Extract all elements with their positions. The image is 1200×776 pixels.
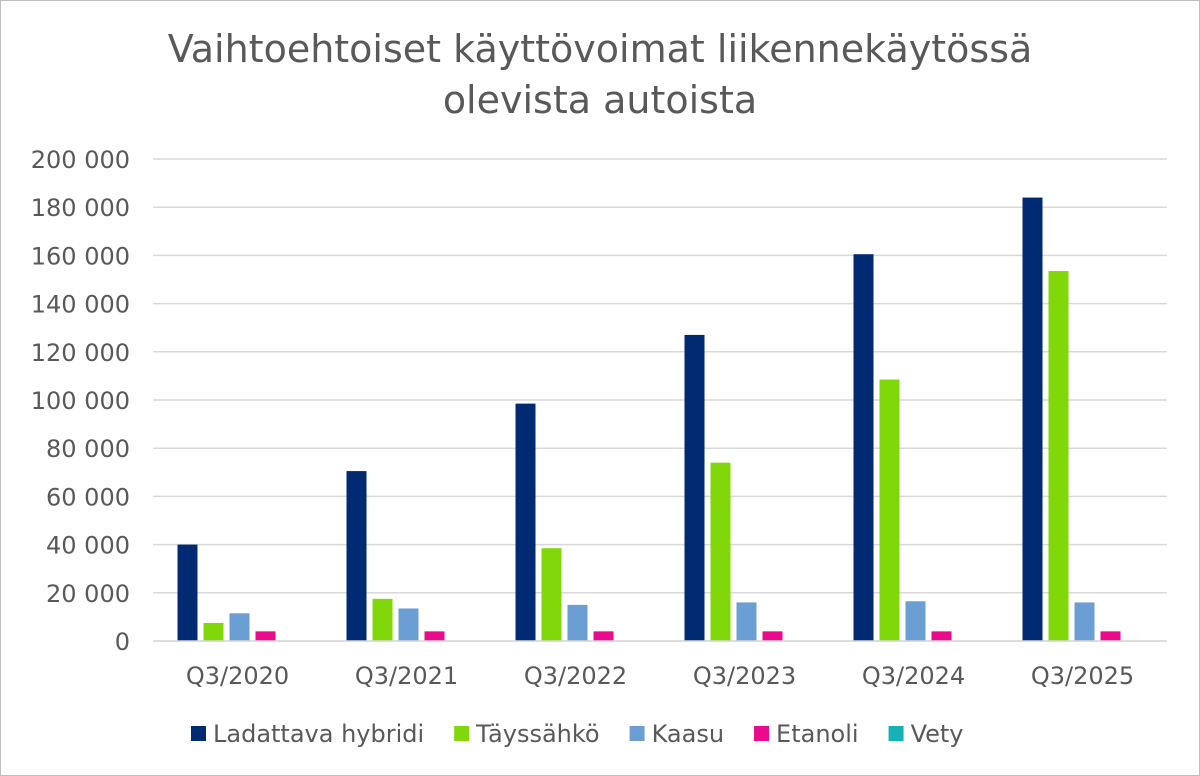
- x-tick-label: Q3/2020: [186, 662, 289, 690]
- x-tick-label: Q3/2021: [355, 662, 458, 690]
- y-tick-label: 100 000: [31, 387, 130, 415]
- y-axis: 0 20 000 40 000 60 000 80 000 100 000 120 000 1…: [31, 146, 130, 656]
- chart-title-line-2: olevista autoista: [443, 78, 757, 122]
- bar: [177, 544, 198, 641]
- bar: [736, 602, 757, 641]
- legend-label: Ladattava hybridi: [213, 720, 424, 748]
- legend-label: Täyssähkö: [475, 720, 599, 748]
- y-tick-label: 160 000: [31, 242, 130, 270]
- bar: [762, 631, 783, 641]
- bar: [567, 604, 588, 641]
- chart-title: Vaihtoehtoiset käyttövoimat liikennekäyt…: [168, 27, 1033, 122]
- legend-swatch: [191, 726, 206, 741]
- legend-swatch: [454, 726, 470, 741]
- bar: [853, 254, 874, 641]
- x-tick-label: Q3/2022: [524, 662, 627, 690]
- x-tick-label: Q3/2024: [862, 662, 965, 690]
- x-tick-label: Q3/2025: [1031, 662, 1134, 690]
- legend-swatch: [888, 726, 904, 741]
- bars: [177, 197, 1121, 641]
- bar: [1022, 197, 1043, 641]
- bar: [203, 622, 224, 641]
- legend: Ladattava hybridi Täyssähkö Kaasu Etanoli Ve…: [191, 720, 964, 748]
- bar: [398, 608, 419, 641]
- legend-label: Etanoli: [776, 720, 859, 748]
- bar: [879, 379, 900, 641]
- x-tick-label: Q3/2023: [693, 662, 796, 690]
- legend-swatch: [754, 726, 770, 741]
- y-tick-label: 200 000: [31, 146, 130, 174]
- bar: [1100, 631, 1121, 641]
- chart-title-line-1: Vaihtoehtoiset käyttövoimat liikennekäyt…: [168, 27, 1033, 71]
- bar: [255, 631, 276, 641]
- bar: [1074, 602, 1095, 641]
- y-tick-label: 20 000: [46, 580, 130, 608]
- bar: [684, 334, 705, 641]
- bar: [593, 631, 614, 641]
- y-tick-label: 140 000: [31, 291, 130, 319]
- bar: [372, 598, 393, 641]
- gridlines: [153, 158, 1167, 642]
- legend-label: Vety: [911, 720, 964, 748]
- legend-swatch: [629, 726, 645, 741]
- bar: [229, 613, 250, 641]
- x-axis: Q3/2020 Q3/2021 Q3/2022 Q3/2023 Q3/2024 Q3/20…: [153, 640, 1167, 690]
- y-tick-label: 180 000: [31, 194, 130, 222]
- y-tick-label: 60 000: [46, 483, 130, 511]
- bar: [541, 548, 562, 641]
- bar: [931, 631, 952, 641]
- bar: [346, 471, 367, 641]
- bar: [424, 631, 445, 641]
- bar: [515, 403, 536, 641]
- bar: [1048, 271, 1069, 641]
- bar: [710, 462, 731, 641]
- bar: [905, 601, 926, 641]
- y-tick-label: 0: [115, 628, 130, 656]
- legend-label: Kaasu: [652, 720, 724, 748]
- y-tick-label: 120 000: [31, 339, 130, 367]
- y-tick-label: 40 000: [46, 532, 130, 560]
- y-tick-label: 80 000: [46, 435, 130, 463]
